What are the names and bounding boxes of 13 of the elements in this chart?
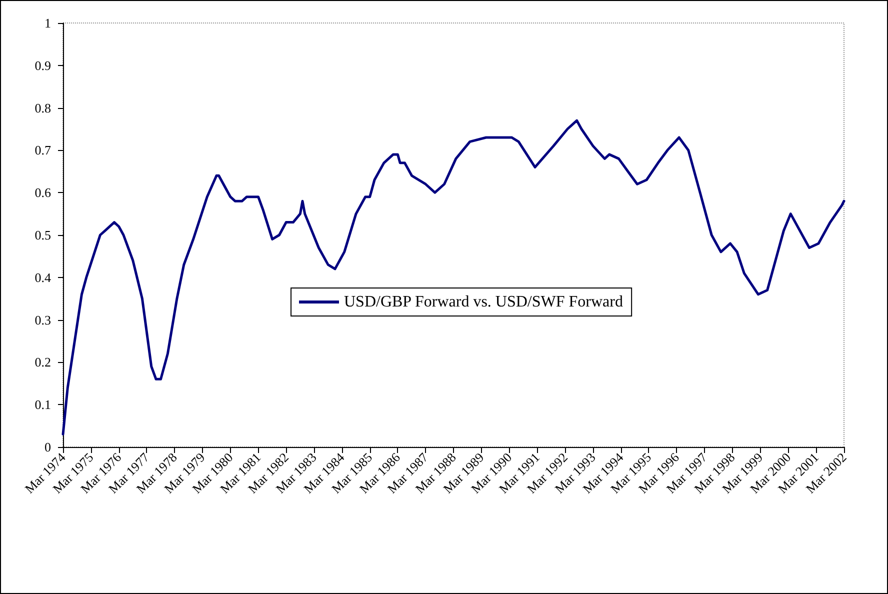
y-tick-label: 0.6 [34,185,52,200]
y-tick-label: 0.7 [34,142,52,158]
y-tick-label: 0.3 [34,312,51,328]
y-tick-label: 0.9 [34,58,51,73]
y-tick-label: 0.5 [34,228,51,242]
y-tick-label: 0.8 [34,100,51,116]
y-tick-label: 0.2 [34,354,51,370]
y-tick-label: 0.1 [34,397,51,412]
y-tick-label: 0.4 [34,270,52,285]
line-series [62,119,846,436]
y-tick-label: 1 [44,16,51,30]
y-tick-label: 0 [44,440,51,454]
legend-label: USD/GBP Forward vs. USD/SWF Forward [344,294,623,310]
